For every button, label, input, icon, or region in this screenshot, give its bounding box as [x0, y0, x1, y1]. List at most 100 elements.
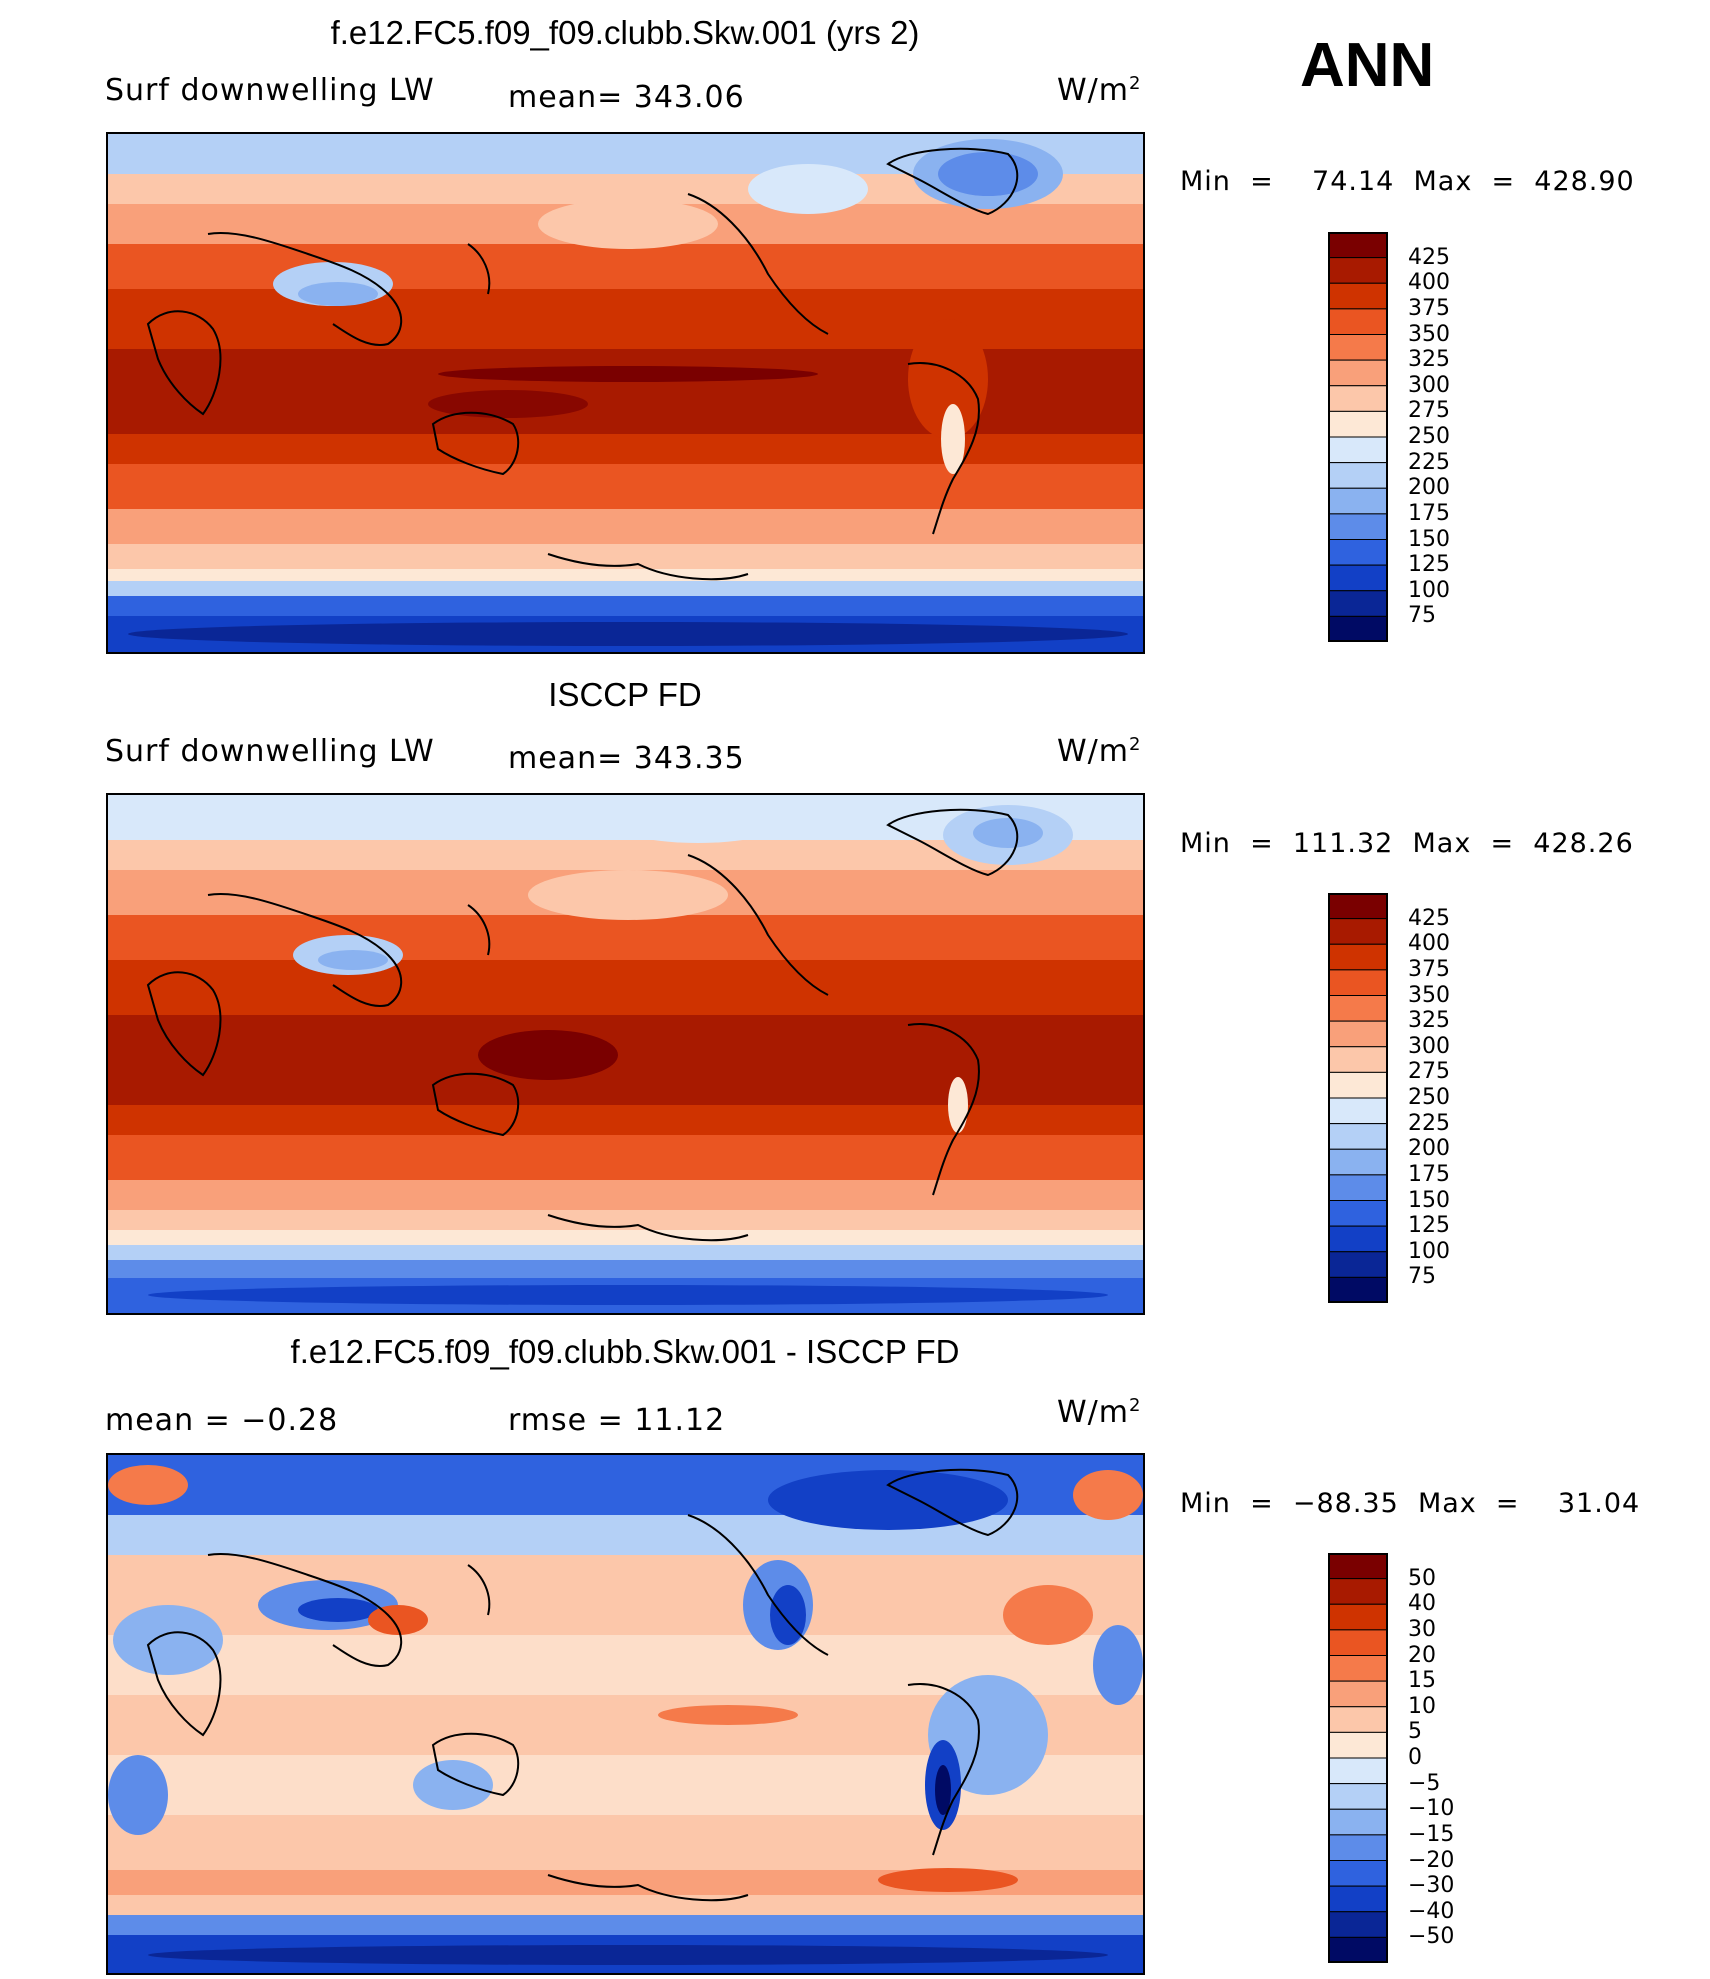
colorbar-tick-label: 20	[1408, 1642, 1436, 1668]
colorbar-tick-label: 150	[1408, 526, 1450, 552]
colorbar-tick-label: 400	[1408, 270, 1450, 296]
colorbar-frame	[1328, 893, 1388, 1303]
colorbar-tick-label: 250	[1408, 424, 1450, 449]
panel-1-minmax: Min = 74.14 Max = 428.90	[1180, 166, 1635, 197]
colorbar-tick-label: 400	[1408, 931, 1450, 957]
colorbar-swatch	[1327, 1123, 1389, 1150]
colorbar-tick-label: 200	[1408, 475, 1450, 501]
colorbar-swatch	[1327, 1174, 1389, 1201]
colorbar-swatch	[1327, 943, 1389, 971]
colorbar-tick-label: −10	[1408, 1796, 1455, 1822]
panel-2-map	[106, 793, 1145, 1315]
colorbar-tick-label: 50	[1408, 1565, 1436, 1591]
colorbar-tick-label: 175	[1408, 1161, 1450, 1187]
panel-3-minmax: Min = −88.35 Max = 31.04	[1180, 1488, 1641, 1519]
colorbar-tick-label: 75	[1408, 1264, 1436, 1290]
colorbar-tick-label: 325	[1408, 347, 1450, 373]
colorbar-swatch	[1327, 1885, 1389, 1913]
panel-2-minmax: Min = 111.32 Max = 428.26	[1180, 828, 1634, 859]
colorbar-swatch	[1327, 969, 1389, 996]
colorbar-tick-label: 100	[1408, 1238, 1450, 1264]
colorbar-swatch	[1327, 385, 1389, 412]
panel-2-mean-label: mean= 343.35	[508, 741, 745, 776]
colorbar-tick-label: −50	[1408, 1924, 1455, 1950]
colorbar-swatch	[1327, 1276, 1389, 1304]
colorbar-swatch	[1327, 892, 1389, 920]
colorbar-tick-label: 275	[1408, 398, 1450, 424]
colorbar-swatch	[1327, 1251, 1389, 1278]
colorbar-swatch	[1327, 334, 1389, 361]
panel-3-mean-label: mean = −0.28	[105, 1403, 339, 1438]
panel-2-colorbar-labels: 425 400 375 350 325 300 275 250 225 200 175 150 125 1…	[1400, 893, 1480, 1303]
colorbar-swatch	[1327, 1680, 1389, 1708]
colorbar-swatch	[1327, 1603, 1389, 1631]
colorbar-swatch	[1327, 1731, 1389, 1759]
colorbar-swatch	[1327, 1552, 1389, 1580]
colorbar-tick-label: 75	[1408, 603, 1436, 629]
colorbar-tick-label: 425	[1408, 905, 1450, 931]
panel-3-map	[106, 1453, 1145, 1975]
colorbar-swatch	[1327, 1071, 1389, 1099]
panel-1-title: f.e12.FC5.f09_f09.clubb.Skw.001 (yrs 2)	[330, 14, 920, 51]
colorbar-swatch	[1327, 1629, 1389, 1656]
colorbar-swatch	[1327, 257, 1389, 284]
colorbar-tick-label: −40	[1408, 1898, 1455, 1924]
colorbar-swatch	[1327, 1757, 1389, 1785]
panel-1-map	[106, 132, 1145, 654]
colorbar-swatch	[1327, 436, 1389, 464]
colorbar-swatch	[1327, 1655, 1389, 1682]
colorbar-swatch	[1327, 282, 1389, 310]
colorbar-tick-label: 300	[1408, 372, 1450, 398]
colorbar-tick-label: 10	[1408, 1693, 1436, 1719]
colorbar-swatch	[1327, 1783, 1389, 1810]
colorbar-swatch	[1327, 1225, 1389, 1253]
colorbar-tick-label: 425	[1408, 244, 1450, 270]
colorbar-swatch	[1327, 539, 1389, 566]
colorbar-swatch	[1327, 410, 1389, 438]
colorbar-tick-label: 100	[1408, 577, 1450, 603]
colorbar-tick-label: 375	[1408, 295, 1450, 321]
colorbar-frame	[1328, 232, 1388, 642]
colorbar-tick-label: 40	[1408, 1591, 1436, 1617]
panel-3-colorbar	[1327, 1552, 1389, 1964]
panel-1-colorbar	[1327, 231, 1389, 643]
panel-2-title: ISCCP FD	[548, 676, 702, 713]
colorbar-swatch	[1327, 590, 1389, 617]
colorbar-tick-label: 200	[1408, 1136, 1450, 1162]
colorbar-swatch	[1327, 1911, 1389, 1938]
colorbar-tick-label: 350	[1408, 982, 1450, 1008]
panel-1-mean-label: mean= 343.06	[508, 80, 745, 115]
colorbar-tick-label: 15	[1408, 1668, 1436, 1694]
panel-2-variable-label: Surf downwelling LW	[105, 734, 435, 769]
panel-3-title: f.e12.FC5.f09_f09.clubb.Skw.001 - ISCCP …	[290, 1333, 960, 1370]
colorbar-tick-label: 5	[1408, 1719, 1422, 1745]
colorbar-tick-label: 275	[1408, 1059, 1450, 1085]
season-label: ANN	[1300, 31, 1435, 100]
panel-2-units: W/m2	[1057, 734, 1142, 769]
colorbar-tick-label: 375	[1408, 956, 1450, 982]
colorbar-swatch	[1327, 308, 1389, 335]
colorbar-tick-label: −15	[1408, 1821, 1455, 1847]
colorbar-tick-label: 300	[1408, 1033, 1450, 1059]
colorbar-tick-label: 125	[1408, 552, 1450, 578]
colorbar-swatch	[1327, 1808, 1389, 1836]
colorbar-tick-label: −20	[1408, 1847, 1455, 1873]
colorbar-tick-label: 225	[1408, 449, 1450, 475]
colorbar-swatch	[1327, 1148, 1389, 1176]
colorbar-frame	[1328, 1553, 1388, 1963]
colorbar-swatch	[1327, 1860, 1389, 1887]
colorbar-tick-label: 0	[1408, 1745, 1422, 1770]
colorbar-tick-label: −30	[1408, 1873, 1455, 1899]
colorbar-swatch	[1327, 1046, 1389, 1073]
colorbar-tick-label: 325	[1408, 1008, 1450, 1034]
panel-3-units: W/m2	[1057, 1395, 1142, 1430]
colorbar-swatch	[1327, 513, 1389, 540]
colorbar-swatch	[1327, 1097, 1389, 1125]
colorbar-tick-label: 250	[1408, 1085, 1450, 1110]
colorbar-swatch	[1327, 1200, 1389, 1227]
colorbar-swatch	[1327, 995, 1389, 1022]
colorbar-swatch	[1327, 615, 1389, 643]
panel-2-colorbar	[1327, 892, 1389, 1304]
colorbar-swatch	[1327, 1020, 1389, 1048]
panel-1-units: W/m2	[1057, 73, 1142, 108]
